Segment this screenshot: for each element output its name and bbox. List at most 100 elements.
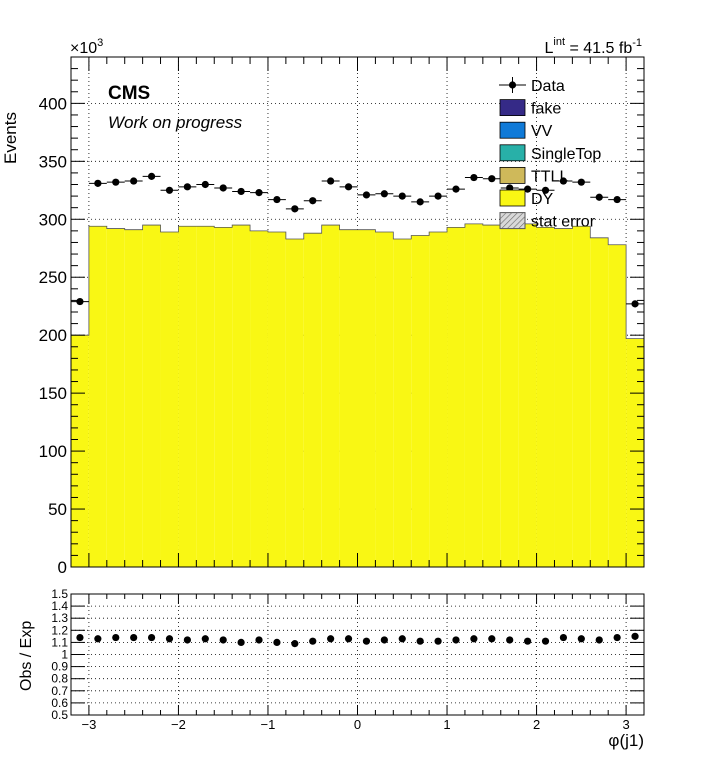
data-point — [536, 186, 555, 194]
ratio-y-tick-label: 1.1 — [51, 635, 68, 649]
data-marker — [524, 185, 532, 193]
dy-bar — [196, 226, 215, 567]
dy-bar — [572, 226, 591, 567]
ratio-marker — [219, 636, 227, 644]
dy-bar — [88, 226, 107, 567]
ratio-marker — [434, 637, 442, 645]
data-marker — [76, 297, 84, 306]
dy-bar — [482, 225, 501, 567]
ratio-marker — [147, 633, 156, 642]
dy-bar — [214, 227, 233, 568]
legend-swatch — [499, 121, 526, 139]
main-frame — [70, 56, 645, 568]
legend-entry: fake — [499, 99, 561, 118]
ratio-marker — [76, 633, 84, 642]
data-marker — [273, 195, 281, 204]
data-marker — [541, 186, 550, 194]
data-point — [196, 180, 215, 189]
dy-bar — [178, 226, 197, 567]
ratio-frame — [70, 593, 645, 716]
dy-bar — [321, 225, 340, 567]
legend-entry: DY — [499, 189, 554, 208]
dy-histogram — [70, 223, 645, 568]
x-tick-label: −2 — [171, 717, 186, 732]
data-point — [518, 185, 537, 193]
data-marker — [112, 178, 120, 186]
ratio-marker — [452, 636, 460, 644]
ratio-marker — [237, 638, 245, 647]
dy-bar — [626, 338, 644, 567]
data-marker — [309, 197, 317, 205]
dy-bar — [608, 244, 627, 568]
data-point — [142, 172, 161, 180]
ratio-marker — [273, 638, 281, 647]
legend-label: VV — [531, 123, 553, 140]
data-point — [106, 178, 125, 186]
data-marker — [416, 198, 424, 206]
ratio-marker — [541, 637, 550, 645]
ratio-y-axis-label: Obs / Exp — [18, 621, 35, 691]
dy-bar — [160, 232, 179, 568]
cms-label: CMS — [108, 83, 150, 104]
data-point — [375, 190, 394, 198]
data-point — [232, 187, 251, 196]
data-marker — [183, 183, 191, 191]
y-tick-label: 150 — [39, 384, 67, 403]
data-marker — [380, 190, 388, 198]
y-tick-label: 0 — [58, 558, 67, 577]
data-point — [482, 175, 501, 183]
data-point — [178, 183, 197, 191]
legend-entry: VV — [499, 121, 553, 140]
ratio-marker — [577, 635, 585, 643]
legend-data-marker — [508, 81, 517, 89]
x-tick-label: 0 — [354, 717, 361, 732]
data-marker — [237, 187, 245, 196]
ratio-marker — [165, 635, 174, 643]
y-axis-label: Events — [1, 112, 20, 164]
data-point — [124, 177, 143, 185]
x-tick-label: 3 — [622, 717, 629, 732]
ratio-marker — [416, 637, 424, 645]
ratio-marker — [201, 635, 209, 643]
y-tick-label: 250 — [39, 268, 67, 287]
dy-bar — [518, 223, 537, 567]
y-tick-label: 50 — [48, 500, 67, 519]
y-multiplier: ×103 — [70, 37, 103, 57]
main-x-axis — [70, 57, 645, 567]
data-point — [321, 177, 340, 185]
legend-swatch — [499, 144, 526, 162]
data-points — [71, 172, 644, 308]
ratio-y-tick-label: 0.9 — [51, 660, 68, 674]
data-marker — [488, 175, 496, 183]
ratio-y-tick-label: 0.7 — [51, 684, 68, 698]
legend-label: fake — [531, 101, 561, 118]
data-marker — [613, 195, 621, 204]
dy-bar — [142, 225, 161, 567]
ratio-marker — [94, 635, 102, 643]
legend-entry: stat error — [499, 212, 596, 231]
data-point — [590, 193, 609, 201]
dy-bar — [285, 238, 304, 567]
work-in-progress-label: Work on progress — [108, 113, 243, 132]
dy-bar — [464, 223, 483, 567]
data-marker — [452, 185, 460, 193]
x-axis-label: φ(j1) — [608, 731, 644, 750]
legend-swatch — [499, 189, 526, 207]
legend-entry: SingleTop — [499, 144, 601, 163]
dy-bar — [429, 232, 448, 568]
dy-bar — [554, 228, 573, 567]
legend-entry: TTLL — [499, 166, 568, 185]
data-point — [285, 205, 304, 213]
ratio-y-tick-label: 0.5 — [51, 708, 68, 722]
data-point — [267, 195, 286, 204]
data-point — [464, 173, 483, 182]
data-marker — [344, 183, 353, 191]
dy-bar — [447, 227, 465, 568]
dy-bar — [339, 229, 358, 568]
ratio-marker — [344, 635, 353, 643]
legend-entry: Data — [499, 77, 565, 95]
dy-bar — [106, 228, 125, 567]
data-marker — [291, 205, 299, 213]
data-marker — [147, 172, 156, 180]
ratio-marker — [380, 636, 388, 644]
